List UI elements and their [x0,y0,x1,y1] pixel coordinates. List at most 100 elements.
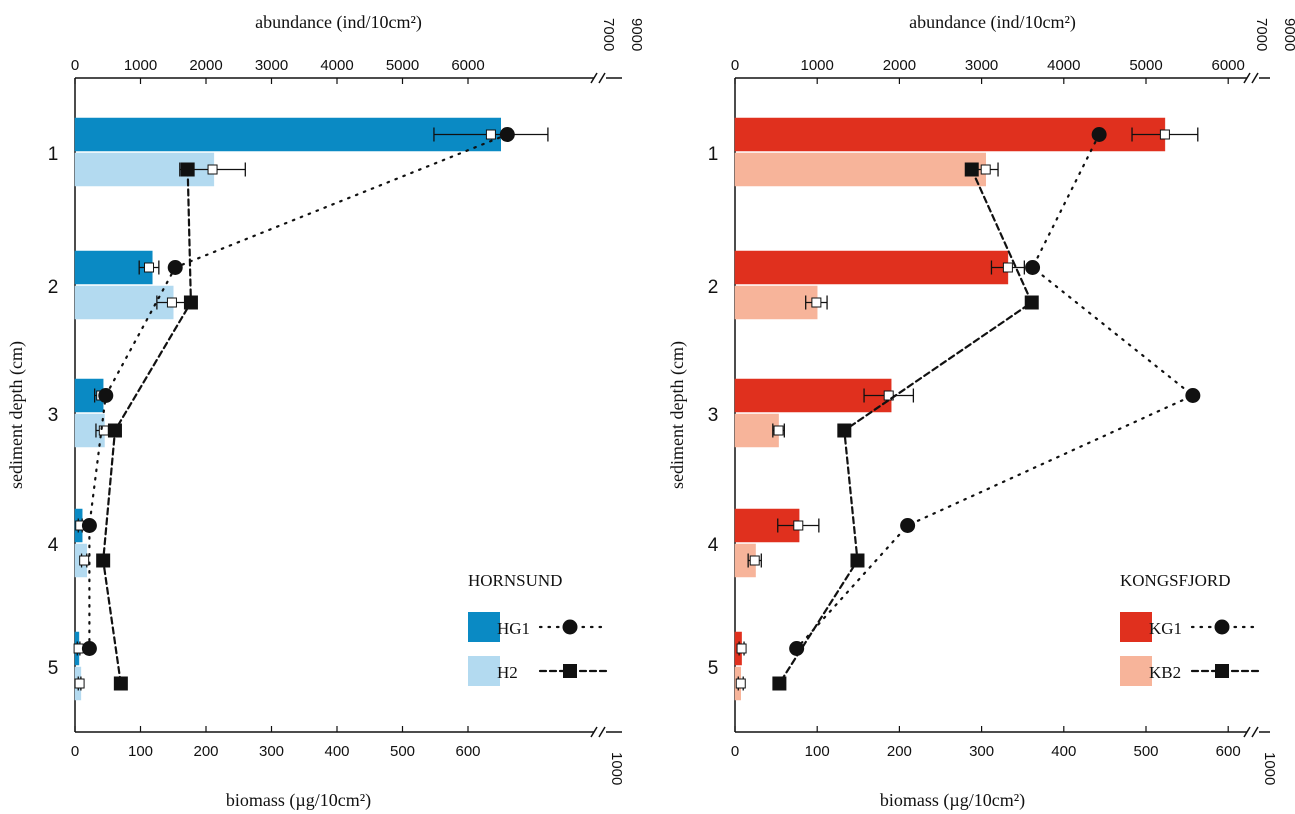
h2-biomass-point [183,295,198,310]
hg1-biomass-point [499,127,515,142]
depth-label: 1 [708,144,719,165]
kb2-biomass-line [778,168,1034,685]
legend-swatch-kg1 [1120,612,1152,642]
legend-marker-circle [562,619,578,635]
top-tick-label: 5000 [1129,57,1162,74]
top-tick-label: 0 [71,57,79,74]
legend-swatch-hg1 [468,612,500,642]
bottom-tick-label: 200 [887,743,912,760]
top-tick-label: 2000 [189,57,222,74]
h2-abundance-marker [79,555,90,566]
bottom-tick-label: 400 [324,743,349,760]
top-tick-label: 3000 [965,57,998,74]
top-tick-label: 4000 [1047,57,1080,74]
h2-abundance-marker [207,164,218,175]
top-break-label: 7000 [1253,18,1270,51]
bottom-break-label: 1000 [608,752,625,785]
kg1-biomass-line [795,133,1195,650]
top-tick-label: 1000 [124,57,157,74]
kb2-biomass-point [837,423,852,438]
hg1-abundance-marker [73,643,84,654]
axis-break-mark [590,72,598,84]
kb2-abundance-marker [773,425,784,436]
legend-label-kb2: KB2 [1149,663,1181,682]
legend-swatch-h2 [468,656,500,686]
kb2-biomass-point [772,676,787,691]
chart-panel-kongsfjord [734,72,1270,738]
axis-break-mark [590,726,598,738]
bottom-tick-label: 0 [731,743,739,760]
kg1-abundance-marker [1002,262,1013,273]
bottom-tick-label: 600 [455,743,480,760]
top-axis-title: abundance (ind/10cm²) [909,12,1076,33]
depth-label: 2 [48,277,59,298]
bottom-tick-label: 600 [1216,743,1241,760]
kg1-biomass-point [1025,260,1041,275]
hg1-biomass-point [81,518,97,533]
depth-label: 1 [48,144,59,165]
depth-label: 5 [708,658,719,679]
kb2-biomass-point [850,553,865,568]
top-axis-title: abundance (ind/10cm²) [255,12,422,33]
bottom-axis-title: biomass (µg/10cm²) [880,790,1025,811]
top-break-label: 7000 [600,18,617,51]
kg1-biomass-point [789,641,805,656]
kb2-abundance-marker [980,164,991,175]
bottom-axis-title: biomass (µg/10cm²) [226,790,371,811]
legend-label-kg1: KG1 [1149,619,1182,638]
axis-break-mark [598,726,606,738]
axis-break-mark [598,72,606,84]
depth-label: 4 [708,535,719,556]
axis-break-mark [1243,726,1251,738]
h2-biomass-point [180,162,195,177]
top-tick-label: 2000 [883,57,916,74]
y-axis-title: sediment depth (cm) [6,341,27,489]
kb2-biomass-point [1024,295,1039,310]
top-tick-label: 6000 [1212,57,1245,74]
h2-abundance-marker [166,297,177,308]
h2-abundance-marker [74,678,85,689]
top-tick-label: 0 [731,57,739,74]
h2-biomass-point [113,676,128,691]
h2-biomass-point [96,553,111,568]
bottom-tick-label: 500 [1133,743,1158,760]
depth-label: 4 [48,535,59,556]
bottom-tick-label: 100 [805,743,830,760]
kb2-abundance-marker [811,297,822,308]
hg1-abundance-marker [485,129,496,140]
bottom-break-label: 1000 [1261,752,1278,785]
kb2-bar-depth-1 [734,152,986,187]
kg1-abundance-marker [736,643,747,654]
top-tick-label: 6000 [451,57,484,74]
bottom-tick-label: 200 [193,743,218,760]
depth-label: 3 [708,405,719,426]
depth-label: 3 [48,405,59,426]
bottom-tick-label: 0 [71,743,79,760]
axis-break-mark [1243,72,1251,84]
kg1-bar-depth-2 [734,250,1009,285]
legend-title: KONGSFJORD [1120,571,1231,590]
top-tick-label: 4000 [320,57,353,74]
bottom-tick-label: 400 [1051,743,1076,760]
hg1-biomass-point [167,260,183,275]
h2-biomass-point [107,423,122,438]
top-break-label: 9000 [628,18,645,51]
top-tick-label: 1000 [801,57,834,74]
kb2-abundance-marker [749,555,760,566]
axis-break-mark [1251,726,1259,738]
legend-swatch-kb2 [1120,656,1152,686]
top-tick-label: 3000 [255,57,288,74]
kb2-bar-depth-2 [734,285,818,320]
chart-panel-hornsund [73,72,622,738]
top-tick-label: 5000 [386,57,419,74]
legend-marker-square [563,664,577,678]
kb2-bar-depth-3 [734,413,779,448]
hg1-biomass-point [81,641,97,656]
legend-marker-square [1215,664,1229,678]
kg1-biomass-point [1185,388,1201,403]
bottom-tick-label: 100 [128,743,153,760]
hg1-biomass-line [88,133,509,650]
bottom-tick-label: 300 [969,743,994,760]
h2-abundance-marker [98,425,109,436]
